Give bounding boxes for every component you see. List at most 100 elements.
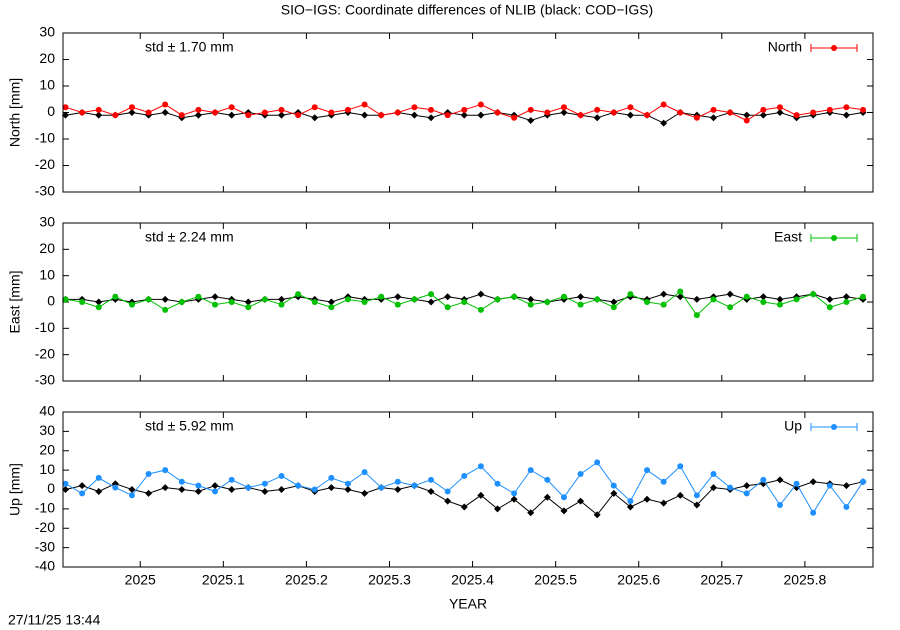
data-point bbox=[594, 106, 601, 113]
data-point bbox=[477, 111, 485, 119]
y-tick-label: 20 bbox=[39, 50, 55, 66]
data-point bbox=[626, 111, 634, 119]
data-point bbox=[560, 293, 567, 300]
data-point bbox=[311, 104, 318, 111]
data-point bbox=[527, 467, 534, 474]
data-point bbox=[95, 111, 103, 119]
data-point bbox=[394, 109, 401, 116]
data-point bbox=[79, 299, 86, 305]
data-point bbox=[461, 106, 468, 113]
data-point bbox=[743, 111, 751, 119]
data-point bbox=[228, 486, 236, 493]
data-point bbox=[128, 104, 135, 111]
data-point bbox=[79, 490, 86, 497]
y-axis-label: North [mm] bbox=[7, 78, 23, 147]
data-point bbox=[677, 463, 684, 470]
data-point bbox=[842, 111, 850, 119]
y-tick-label: 0 bbox=[47, 103, 55, 119]
y-tick-label: 40 bbox=[39, 403, 55, 419]
y-axis-label: East [mm] bbox=[7, 270, 23, 333]
data-point bbox=[361, 101, 368, 108]
data-point bbox=[477, 463, 484, 470]
data-point bbox=[428, 106, 435, 113]
data-point bbox=[428, 291, 435, 298]
x-tick-label: 2025.1 bbox=[202, 572, 245, 588]
y-tick-label: -10 bbox=[35, 319, 55, 335]
y-tick-label: -20 bbox=[35, 519, 55, 535]
data-point bbox=[277, 295, 285, 303]
data-point bbox=[344, 296, 351, 303]
x-tick-label: 2025.6 bbox=[617, 572, 660, 588]
x-axis-label: YEAR bbox=[449, 596, 487, 612]
data-point bbox=[610, 482, 617, 489]
data-point bbox=[344, 486, 352, 493]
data-point bbox=[543, 493, 551, 501]
data-point bbox=[826, 295, 834, 303]
data-point bbox=[593, 114, 601, 122]
data-point bbox=[261, 296, 268, 303]
data-point bbox=[643, 495, 651, 503]
data-point bbox=[261, 109, 268, 116]
data-point bbox=[842, 482, 850, 490]
data-point bbox=[195, 106, 202, 113]
data-point bbox=[444, 112, 451, 119]
y-tick-label: 10 bbox=[39, 266, 55, 282]
data-point bbox=[544, 476, 551, 483]
data-point bbox=[494, 109, 501, 116]
data-point bbox=[461, 472, 468, 479]
data-point bbox=[95, 304, 102, 311]
data-point bbox=[776, 502, 783, 508]
y-tick-label: 30 bbox=[39, 214, 55, 230]
data-point bbox=[212, 109, 219, 116]
data-point bbox=[460, 111, 468, 119]
data-point bbox=[494, 296, 501, 303]
data-point bbox=[79, 109, 86, 116]
data-point bbox=[261, 487, 269, 495]
y-tick-label: -30 bbox=[35, 372, 55, 388]
data-point bbox=[327, 298, 335, 306]
timestamp: 27/11/25 13:44 bbox=[8, 612, 101, 628]
data-point bbox=[344, 480, 351, 487]
data-point bbox=[311, 486, 318, 493]
data-point bbox=[428, 476, 435, 483]
data-point bbox=[527, 106, 534, 113]
data-point bbox=[793, 112, 800, 119]
annotation: std ± 1.70 mm bbox=[145, 39, 234, 55]
data-point bbox=[544, 109, 551, 116]
data-point bbox=[627, 104, 634, 111]
data-point bbox=[660, 290, 668, 298]
data-point bbox=[677, 288, 684, 295]
data-point bbox=[311, 114, 319, 122]
data-point bbox=[544, 299, 551, 305]
data-point bbox=[411, 296, 418, 303]
data-point bbox=[660, 499, 668, 507]
data-point bbox=[62, 480, 69, 487]
data-point bbox=[427, 487, 435, 495]
data-point bbox=[295, 482, 302, 489]
x-tick-label: 2025.8 bbox=[783, 572, 826, 588]
data-point bbox=[660, 101, 667, 108]
data-point bbox=[62, 104, 69, 111]
data-point bbox=[277, 486, 285, 493]
data-point bbox=[776, 109, 784, 116]
data-point bbox=[128, 109, 136, 116]
legend-marker bbox=[831, 235, 837, 241]
data-point bbox=[676, 491, 684, 499]
data-point bbox=[826, 106, 833, 113]
plot-frame bbox=[62, 222, 874, 382]
data-point bbox=[743, 117, 750, 124]
data-point bbox=[244, 298, 252, 306]
y-tick-label: 0 bbox=[47, 293, 55, 309]
data-point bbox=[112, 112, 119, 119]
data-point bbox=[378, 484, 385, 491]
data-point bbox=[660, 478, 667, 485]
data-point bbox=[743, 490, 750, 497]
data-point bbox=[760, 299, 767, 305]
data-point bbox=[278, 472, 285, 479]
data-point bbox=[162, 306, 169, 313]
data-point bbox=[527, 509, 535, 517]
plot-frame bbox=[62, 411, 874, 568]
data-point bbox=[727, 109, 734, 116]
data-point bbox=[627, 291, 634, 298]
data-point bbox=[527, 295, 535, 303]
